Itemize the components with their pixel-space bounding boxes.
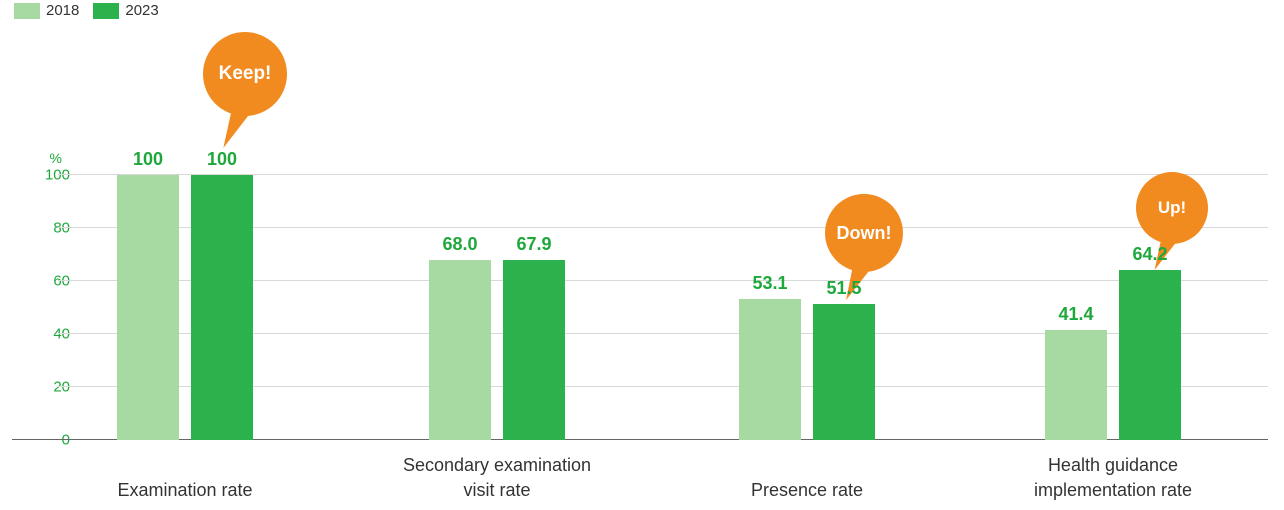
y-axis-unit: % <box>50 150 62 166</box>
bar <box>503 260 565 440</box>
legend-item-2023: 2023 <box>93 2 158 19</box>
bar <box>739 299 801 440</box>
callout-bubble: Down! <box>825 194 903 272</box>
bar-value-label: 67.9 <box>474 234 594 255</box>
bar-value-label: 41.4 <box>1016 304 1136 325</box>
legend-swatch-2023 <box>93 3 119 19</box>
bar <box>117 175 179 440</box>
bar <box>429 260 491 440</box>
legend-label-2018: 2018 <box>46 2 79 19</box>
callout-bubble: Up! <box>1136 172 1208 244</box>
bar <box>813 304 875 440</box>
legend-label-2023: 2023 <box>125 2 158 19</box>
category-label: Presence rate <box>667 478 947 502</box>
category-label: Examination rate <box>45 478 325 502</box>
bar-value-label: 64.2 <box>1090 244 1210 265</box>
callout-bubble: Keep! <box>203 32 287 116</box>
bar <box>1045 330 1107 440</box>
bar <box>191 175 253 440</box>
category-label: Health guidanceimplementation rate <box>973 453 1253 502</box>
bar <box>1119 270 1181 440</box>
category-label: Secondary examinationvisit rate <box>357 453 637 502</box>
legend: 2018 2023 <box>14 2 159 19</box>
bar-value-label: 51.5 <box>784 278 904 299</box>
legend-swatch-2018 <box>14 3 40 19</box>
bar-value-label: 100 <box>162 149 282 170</box>
callout-bubble-tail <box>216 110 252 148</box>
legend-item-2018: 2018 <box>14 2 79 19</box>
